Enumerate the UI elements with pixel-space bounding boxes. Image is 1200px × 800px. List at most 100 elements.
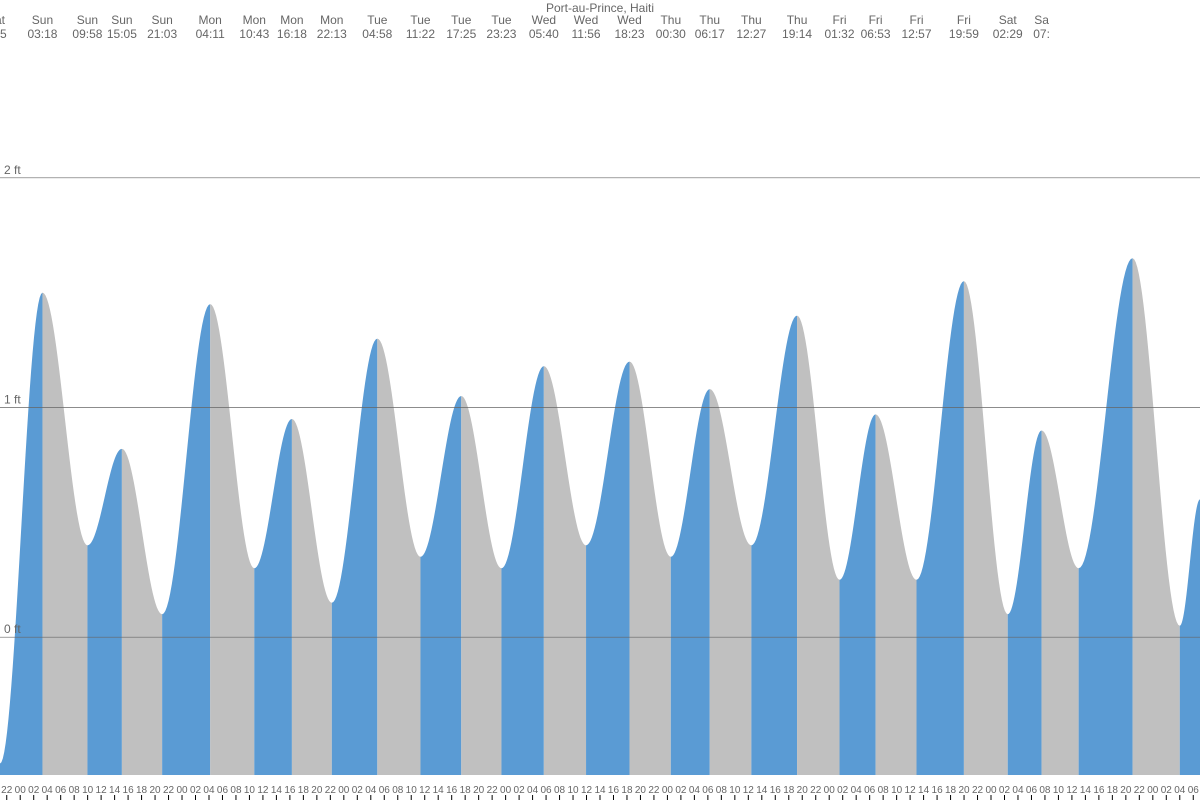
x-hour-label: 14 — [918, 785, 930, 796]
top-label-day: Sun — [111, 13, 132, 27]
top-label-time: 19:14 — [782, 27, 812, 41]
top-label-day: Thu — [787, 13, 808, 27]
x-hour-label: 20 — [149, 785, 161, 796]
x-hour-label: 08 — [230, 785, 242, 796]
top-label-day: Mon — [280, 13, 303, 27]
top-label-day: Tue — [491, 13, 512, 27]
x-hour-label: 00 — [1147, 785, 1159, 796]
x-hour-label: 04 — [527, 785, 539, 796]
top-label-time: 15:05 — [107, 27, 137, 41]
tide-rising-segment — [420, 396, 461, 775]
top-label-day: Sun — [151, 13, 172, 27]
x-hour-label: 14 — [109, 785, 121, 796]
tide-falling-segment — [377, 339, 420, 775]
x-hour-label: 20 — [1120, 785, 1132, 796]
top-label-day: Tue — [367, 13, 388, 27]
x-hour-label: 02 — [28, 785, 40, 796]
x-hour-label: 06 — [541, 785, 553, 796]
top-label-time: 09:58 — [72, 27, 102, 41]
x-hour-label: 22 — [648, 785, 660, 796]
top-label-time: 06:17 — [695, 27, 725, 41]
top-label-day: Wed — [574, 13, 598, 27]
x-hour-label: 10 — [244, 785, 256, 796]
top-label-time: 04:11 — [196, 27, 225, 41]
x-hour-label: 02 — [675, 785, 687, 796]
x-hour-label: 22 — [163, 785, 175, 796]
top-label-time: 02:29 — [993, 27, 1023, 41]
x-hour-label: 16 — [123, 785, 135, 796]
x-hour-label: 12 — [743, 785, 755, 796]
x-hour-label: 10 — [1053, 785, 1065, 796]
tide-falling-segment — [292, 419, 332, 775]
tide-rising-segment — [1008, 430, 1042, 775]
tide-falling-segment — [797, 316, 839, 775]
x-hour-label: 04 — [1174, 785, 1186, 796]
top-label-day: Sun — [32, 13, 53, 27]
tide-rising-segment — [917, 281, 964, 775]
x-hour-label: 08 — [392, 785, 404, 796]
x-hour-label: 00 — [15, 785, 27, 796]
x-hour-label: 04 — [42, 785, 54, 796]
tide-rising-segment — [0, 293, 42, 775]
top-label-time: 03:18 — [27, 27, 57, 41]
x-hour-label: 14 — [594, 785, 606, 796]
tide-rising-segment — [751, 316, 797, 775]
x-hour-label: 02 — [352, 785, 364, 796]
y-axis-label: 1 ft — [4, 393, 21, 407]
x-hour-label: 10 — [82, 785, 94, 796]
top-label-day: Thu — [741, 13, 762, 27]
tide-falling-segment — [710, 389, 752, 775]
x-hour-label: 06 — [217, 785, 229, 796]
top-label-time: 10:43 — [239, 27, 269, 41]
tide-rising-segment — [332, 339, 378, 775]
x-hour-label: 22 — [810, 785, 822, 796]
x-hour-label: 02 — [1161, 785, 1173, 796]
tide-rising-segment — [1079, 258, 1133, 775]
tide-rising-segment — [586, 362, 629, 775]
x-hour-label: 14 — [271, 785, 283, 796]
x-hour-label: 20 — [635, 785, 647, 796]
top-label-day: Tue — [410, 13, 431, 27]
y-axis-label: 2 ft — [4, 163, 21, 177]
x-hour-label: 04 — [689, 785, 701, 796]
y-axis-label: 0 ft — [4, 622, 21, 636]
x-hour-label: 14 — [756, 785, 768, 796]
tide-rising-segment — [501, 366, 543, 775]
x-hour-label: 06 — [1026, 785, 1038, 796]
top-label-time: 11:22 — [406, 27, 435, 41]
tide-falling-segment — [630, 362, 671, 775]
x-hour-label: 22 — [1, 785, 13, 796]
top-label-day: Fri — [833, 13, 847, 27]
x-hour-label: 04 — [1012, 785, 1024, 796]
x-hour-label: 00 — [338, 785, 350, 796]
x-hour-label: 18 — [945, 785, 957, 796]
x-hour-label: 10 — [729, 785, 741, 796]
x-hour-label: 20 — [311, 785, 323, 796]
x-hour-label: 12 — [257, 785, 269, 796]
x-hour-label: 14 — [433, 785, 445, 796]
top-label-time: 01:32 — [825, 27, 855, 41]
tide-falling-segment — [1133, 258, 1180, 775]
top-label-day: Sat — [999, 13, 1018, 27]
x-hour-label: 04 — [851, 785, 863, 796]
x-hour-label: 10 — [406, 785, 418, 796]
top-label-time: 12:57 — [902, 27, 932, 41]
top-label-time: 11:56 — [571, 27, 600, 41]
x-hour-label: 14 — [1080, 785, 1092, 796]
top-label-day: Mon — [243, 13, 266, 27]
top-label-day: Wed — [532, 13, 556, 27]
top-label-day: at — [0, 13, 6, 27]
tide-falling-segment — [210, 304, 254, 775]
x-hour-label: 22 — [1134, 785, 1146, 796]
tide-falling-segment — [964, 281, 1008, 775]
x-hour-label: 00 — [824, 785, 836, 796]
top-label-time: 19:59 — [949, 27, 979, 41]
x-hour-label: 22 — [325, 785, 337, 796]
x-hour-label: 16 — [284, 785, 296, 796]
x-hour-label: 02 — [514, 785, 526, 796]
top-label-time: 18:23 — [615, 27, 645, 41]
top-label-day: Tue — [451, 13, 472, 27]
tide-rising-segment — [162, 304, 210, 775]
x-hour-label: 22 — [972, 785, 984, 796]
tide-falling-segment — [544, 366, 586, 775]
